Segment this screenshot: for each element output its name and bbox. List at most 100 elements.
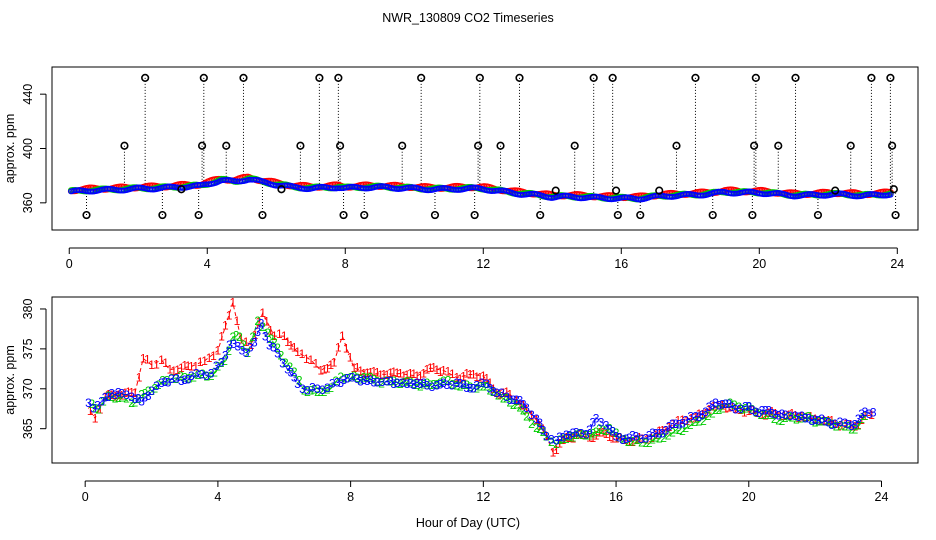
- flagged-point-high: [197, 141, 207, 150]
- series-3-point: 3: [765, 403, 772, 417]
- series-2-point: 2: [291, 365, 298, 379]
- flagged-point-low: [748, 210, 757, 220]
- series-3-point: 3: [361, 373, 368, 387]
- series-2-point: 2: [709, 407, 716, 421]
- flagged-point-mid: [612, 186, 621, 195]
- flagged-point-high: [417, 73, 426, 82]
- series-3-point: 3: [138, 395, 145, 409]
- series-2-point: 2: [115, 391, 122, 405]
- series-3-point: 3: [161, 375, 168, 389]
- series-1-point: 1: [263, 315, 270, 329]
- series-1-point: 1: [862, 409, 869, 423]
- series-3-point: 3: [510, 393, 517, 407]
- series-3-point: 3: [334, 375, 341, 389]
- series-2-point: 2: [599, 423, 606, 437]
- series-1-point: 1: [729, 399, 736, 413]
- series-1-point: 1: [513, 394, 520, 408]
- series-2-point: 2: [387, 375, 394, 389]
- y-tick-label: 360: [21, 192, 35, 213]
- series-3-point: 3: [772, 407, 779, 421]
- plot-frame: [51, 66, 919, 231]
- series-1-point: 1: [847, 418, 854, 432]
- series-1-point: 1: [516, 397, 523, 411]
- flagged-point-high: [475, 73, 484, 82]
- series-3-point: 3: [603, 418, 610, 432]
- series-1-point: 1: [828, 414, 835, 428]
- series-1-point: 1: [613, 431, 620, 445]
- series-1-point: 1: [795, 411, 802, 425]
- series-3-point: 3: [702, 405, 709, 419]
- series-1-point: 1: [666, 420, 673, 434]
- series-2-point: 2: [789, 411, 796, 425]
- series-3-point: 3: [239, 344, 246, 358]
- series-3-point: 3: [299, 382, 306, 396]
- series-3-point: 3: [769, 407, 776, 421]
- flagged-point-low: [613, 210, 622, 220]
- series-2-point: 2: [397, 377, 404, 391]
- flagged-point-mid: [831, 186, 840, 195]
- series-2-point: 2: [609, 425, 616, 439]
- series-3-point: 3: [142, 391, 149, 405]
- series-2-point: 2: [548, 435, 555, 449]
- series-2-point: 2: [208, 369, 215, 383]
- series-3-point: 3: [213, 359, 220, 373]
- series-3-point: 3: [367, 373, 374, 387]
- series-2-point: 2: [596, 422, 603, 436]
- series-2-point: 2: [324, 383, 331, 397]
- series-3-point: 3: [692, 410, 699, 424]
- series-2-point: 2: [225, 344, 232, 358]
- series-3-point: 3: [379, 375, 386, 389]
- series-3-point: 3: [643, 431, 650, 445]
- series-1-point: 1: [102, 390, 109, 404]
- series-3-point: 3: [90, 402, 97, 416]
- series-3-point: 3: [473, 379, 480, 393]
- series-1-point: 1: [528, 408, 535, 422]
- series-3-point: 3: [837, 415, 844, 429]
- series-2-point: 2: [211, 365, 218, 379]
- series-3-point: 3: [563, 428, 570, 442]
- series-2-point: 2: [802, 411, 809, 425]
- series-3-point: 3: [659, 426, 666, 440]
- series-2-point: 2: [629, 434, 636, 448]
- series-1-point: 1: [858, 413, 865, 427]
- series-1-point: 1: [599, 426, 606, 440]
- series-2-point: 2: [712, 403, 719, 417]
- series-1-point: 1: [351, 361, 358, 375]
- series-2-point: 2: [404, 374, 411, 388]
- series-1-point: 1: [148, 358, 155, 372]
- series-1-point: 1: [566, 431, 573, 445]
- series-3-point: 3: [818, 412, 825, 426]
- series-1-point: 1: [371, 364, 378, 378]
- series-3-point: 3: [153, 379, 160, 393]
- series-1-point: 1: [507, 387, 514, 401]
- series-3-point: 3: [226, 338, 233, 352]
- series-3-point: 3: [633, 430, 640, 444]
- series-3-point: 3: [540, 424, 547, 438]
- series-1-point: 1: [570, 431, 577, 445]
- series-2-point: 2: [274, 341, 281, 355]
- series-3-point: 3: [619, 433, 626, 447]
- series-2-point: 2: [828, 417, 835, 431]
- series-2-point: 2: [762, 408, 769, 422]
- series-3-point: 3: [132, 392, 139, 406]
- series-3-point: 3: [848, 419, 855, 433]
- series-2-point: 2: [543, 430, 550, 444]
- x-tick-label: 20: [742, 490, 756, 504]
- series-3-point: 3: [822, 415, 829, 429]
- x-axis-label: Hour of Day (UTC): [416, 516, 520, 530]
- series-1-point: 1: [112, 389, 119, 403]
- x-tick-label: 8: [342, 257, 349, 271]
- series-3-point: 3: [498, 386, 505, 400]
- series-1-point: 1: [473, 370, 480, 384]
- series-1-point: 1: [222, 318, 229, 332]
- series-1-point: 1: [470, 368, 477, 382]
- series-2-point: 2: [347, 371, 354, 385]
- series-3-point: 3: [314, 382, 321, 396]
- series-3-point: 3: [115, 386, 122, 400]
- series-2-point: 2: [164, 373, 171, 387]
- series-3-point: 3: [168, 372, 175, 386]
- series-2-point: 2: [523, 410, 530, 424]
- series-3-point: 3: [108, 387, 115, 401]
- series-3-point: 3: [399, 376, 406, 390]
- flagged-point-low: [258, 210, 267, 220]
